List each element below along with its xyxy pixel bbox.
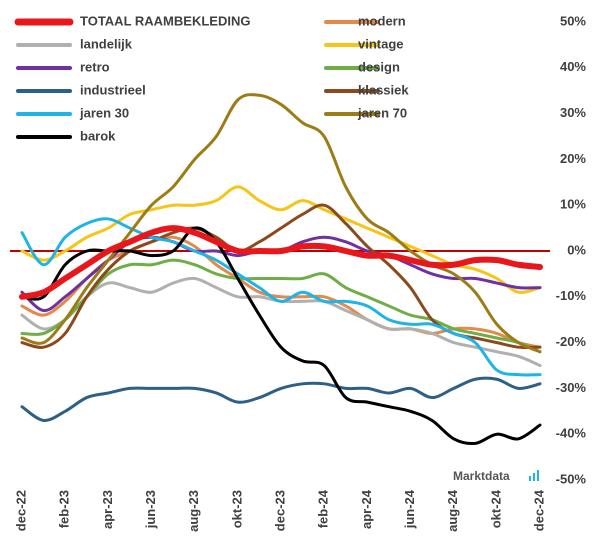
x-tick-label: aug-24 — [445, 489, 460, 532]
series-line — [20, 203, 542, 350]
legend-label: industrieel — [80, 82, 146, 97]
x-tick-label: apr-24 — [359, 489, 374, 529]
series-line — [20, 376, 542, 422]
y-tick-label: 30% — [560, 105, 586, 120]
y-tick-label: 20% — [560, 151, 586, 166]
x-tick-label: feb-23 — [57, 490, 72, 528]
watermark: Marktdata — [453, 469, 510, 483]
y-tick-label: -20% — [556, 334, 587, 349]
legend-label: jaren 30 — [79, 105, 129, 120]
x-tick-label: dec-23 — [272, 490, 287, 531]
series-line — [19, 225, 543, 300]
legend-label: landelijk — [80, 36, 133, 51]
legend-label: barok — [80, 128, 116, 143]
legend-label: modern — [358, 13, 406, 28]
x-tick-label: dec-22 — [13, 490, 28, 531]
y-tick-label: 50% — [560, 13, 586, 28]
y-tick-label: -10% — [556, 288, 587, 303]
x-tick-label: apr-23 — [100, 490, 115, 529]
y-tick-label: -40% — [556, 426, 587, 441]
series-line — [20, 185, 542, 294]
series-line — [20, 93, 542, 354]
legend-label: design — [358, 59, 400, 74]
y-tick-label: 10% — [560, 197, 586, 212]
x-tick-label: jun-23 — [143, 490, 158, 529]
x-tick-label: okt-24 — [488, 489, 503, 528]
series-line — [20, 276, 542, 367]
x-tick-label: feb-24 — [316, 489, 331, 528]
series-line — [20, 258, 542, 354]
x-tick-label: dec-24 — [531, 489, 546, 531]
y-tick-label: 40% — [560, 59, 586, 74]
legend-label: retro — [80, 59, 110, 74]
x-tick-label: jun-24 — [402, 489, 417, 529]
legend-label: klassiek — [358, 82, 409, 97]
legend-label: jaren 70 — [357, 105, 407, 120]
legend-label: vintage — [358, 36, 404, 51]
y-tick-label: -30% — [556, 380, 587, 395]
legend-label: TOTAAL RAAMBEKLEDING — [80, 13, 250, 28]
x-tick-label: okt-23 — [229, 490, 244, 528]
series-line — [20, 217, 542, 377]
y-tick-label: 0% — [567, 242, 586, 257]
x-tick-label: aug-23 — [186, 490, 201, 532]
watermark-icon — [529, 470, 539, 481]
y-tick-label: -50% — [556, 471, 587, 486]
